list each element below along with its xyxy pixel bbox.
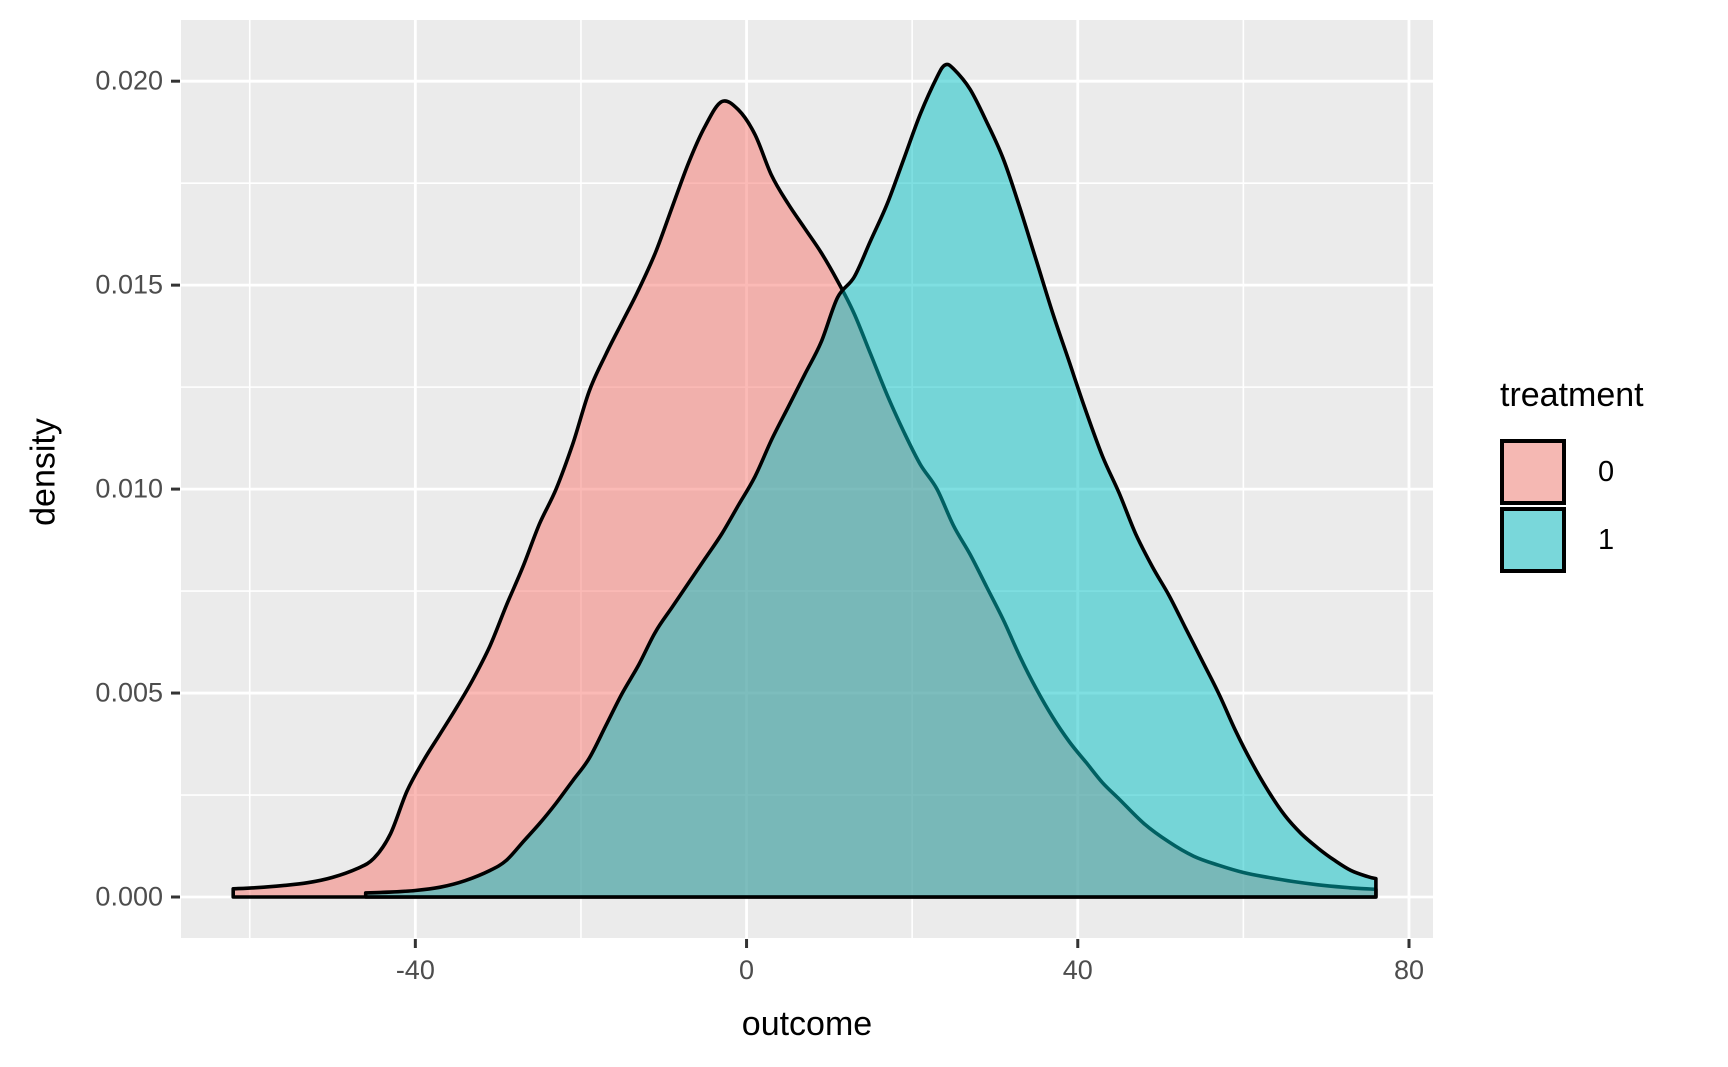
legend-key-label: 0	[1598, 455, 1615, 488]
legend-title: treatment	[1500, 376, 1644, 414]
legend-item-0: 0	[1500, 439, 1644, 505]
y-tick-label: 0.010	[95, 473, 163, 504]
legend-key-swatch-1	[1500, 507, 1566, 573]
legend-item-1: 1	[1500, 507, 1644, 573]
legend-key-swatch-0	[1500, 439, 1566, 505]
y-axis-title: density	[24, 418, 63, 526]
y-tick-label: 0.020	[95, 65, 163, 96]
x-tick-label: 80	[1393, 955, 1425, 985]
x-axis-title: outcome	[741, 1005, 873, 1043]
y-tick-label: 0.000	[95, 881, 163, 912]
y-tick-label: 0.005	[95, 677, 163, 708]
density-area-treatment-1	[363, 62, 1378, 899]
x-tick-label: 40	[1062, 955, 1093, 985]
y-tick-label: 0.015	[95, 269, 163, 300]
legend-key-label: 1	[1598, 523, 1615, 556]
x-tick-label: -40	[395, 955, 435, 985]
x-tick-label: 0	[739, 955, 755, 985]
